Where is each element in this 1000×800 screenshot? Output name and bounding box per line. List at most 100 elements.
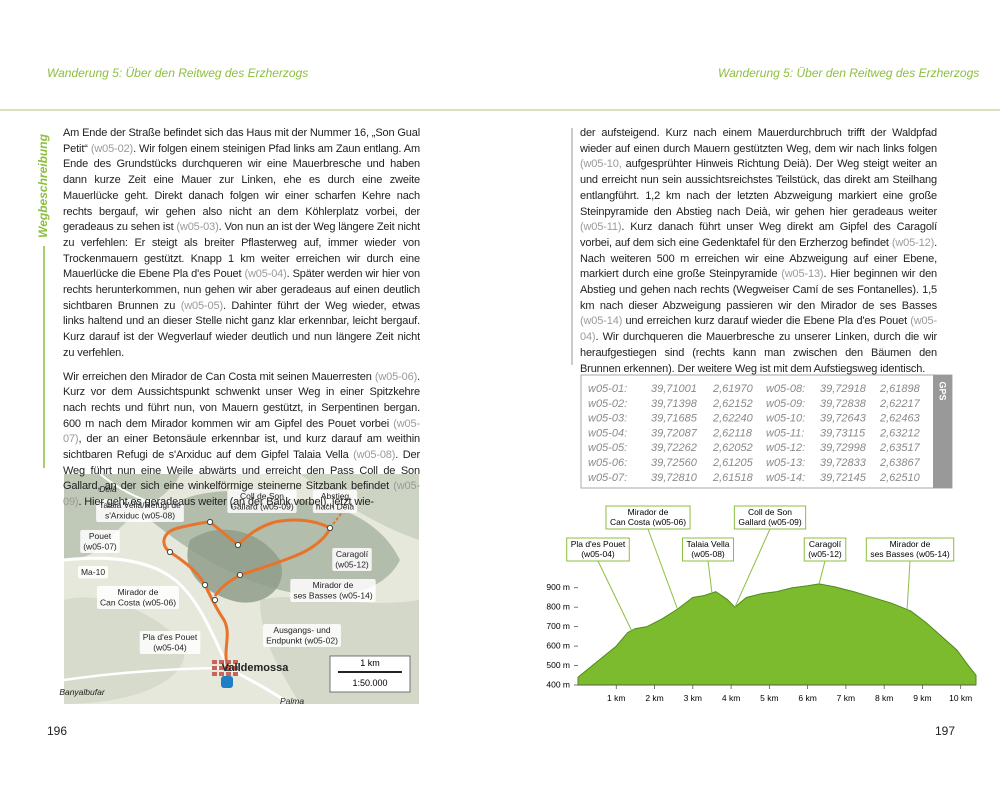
text-run: . Dahinter führt der Weg wieder, etwas l… [63, 299, 420, 359]
x-tick-label: 1 km [607, 693, 625, 703]
gps-cell: w05-10: [766, 413, 805, 425]
waypoint-marker [166, 548, 174, 556]
x-tick-label: 6 km [798, 693, 816, 703]
text-run: der aufsteigend. Kurz nach einem Mauerdu… [580, 127, 937, 155]
terrain [64, 597, 185, 704]
gps-cell: 2,61898 [879, 383, 921, 395]
annotation-line: Gallard (w05-09) [738, 517, 801, 527]
y-tick-label: 600 m [546, 640, 570, 650]
x-tick-label: 8 km [875, 693, 893, 703]
map-label: Caragolí(w05-12) [332, 548, 372, 571]
gps-cell: 2,62152 [712, 398, 753, 410]
gps-cell: 2,62240 [712, 413, 754, 425]
annotation-line: (w05-04) [581, 549, 615, 559]
map-label: Talaia Vella/Refugi des'Arxiduc (w05-08) [96, 499, 184, 522]
gps-cell: w05-02: [588, 398, 627, 410]
gps-cell: w05-06: [588, 457, 627, 469]
annotation-line: (w05-12) [808, 549, 842, 559]
annotation-leader [906, 560, 911, 610]
gps-cell: 39,72643 [820, 413, 867, 425]
profile-annotation: Talaia Vella(w05-08) [681, 537, 735, 593]
side-label: Wegbeschreibung [36, 133, 50, 237]
waypoint-ref: (w05-03) [176, 221, 219, 234]
town-block [226, 666, 231, 670]
gps-tab [933, 375, 952, 488]
map-label-line: Ma-10 [81, 567, 105, 577]
waypoint-marker [201, 581, 209, 589]
gps-cell: 39,73115 [820, 427, 866, 439]
gps-cell: 39,72810 [651, 472, 698, 484]
text-run: . Hier beginnen wir den Abstieg und gehe… [580, 268, 938, 312]
gps-cell: 39,72838 [820, 398, 867, 410]
scale-box [329, 655, 411, 693]
gps-cell: 39,71398 [651, 398, 698, 410]
map-label-bg [77, 566, 109, 579]
gps-cell: 2,61518 [712, 472, 754, 484]
gps-cell: w05-08: [766, 383, 805, 395]
gps-cell: 2,61970 [712, 383, 754, 395]
map-label-line: Valldemossa [222, 662, 290, 674]
waypoint-ref: (w05-08) [353, 449, 396, 462]
map-label-line: Mirador de [313, 580, 354, 590]
text-run: . Der Weg führt nun eine Weile abwärts u… [63, 449, 420, 493]
elevation-area [577, 583, 977, 686]
y-tick-label: 800 m [546, 601, 570, 611]
annotation-leader [734, 528, 771, 608]
map-label-line: Abstieg [321, 491, 350, 501]
text-run: und erreichen kurz darauf wieder die Ebe… [622, 315, 911, 328]
gps-cell: 39,71001 [651, 383, 697, 395]
waypoint-ref: (w05-14) [580, 315, 623, 328]
terrain [187, 529, 282, 603]
gps-label: GPS [938, 381, 948, 400]
text-run: Am Ende der Straße befindet sich das Hau… [63, 127, 420, 155]
gps-cell: w05-13: [766, 457, 805, 469]
x-tick-label: 9 km [913, 693, 931, 703]
x-tick-label: 4 km [722, 693, 740, 703]
y-tick-label: 400 m [546, 679, 570, 689]
text-run: Wir erreichen den Mirador de Can Costa m… [63, 370, 375, 383]
map-label-bg [263, 624, 341, 647]
waypoint-marker [211, 596, 219, 604]
running-head: Wanderung 5: Über den Reitweg des Erzher… [47, 66, 309, 80]
gps-cell: 39,72918 [820, 383, 867, 395]
waypoint-marker [206, 518, 214, 526]
x-tick-label: 10 km [949, 693, 972, 703]
map-label-line: Ausgangs- und [273, 625, 330, 635]
bus-icon [221, 676, 233, 688]
text-run: . Später werden wir hier von rechts heru… [63, 268, 420, 312]
x-tick-label: 7 km [837, 693, 855, 703]
annotation-line: Mirador de [628, 507, 669, 517]
town-block [212, 672, 217, 676]
map-label-line: Talaia Vella/Refugi de [99, 500, 181, 510]
text-run: aufgesprühter Hinweis Richtung Deià). De… [580, 158, 937, 218]
town-block [233, 672, 238, 676]
waypoint-marker [234, 541, 242, 549]
map-label: Ma-10 [77, 566, 109, 579]
map-label: Valldemossa [222, 662, 290, 674]
waypoint-ref: (w05-05) [180, 299, 223, 312]
map-label-line: s'Arxiduc (w05-08) [105, 511, 175, 521]
waypoint-ref: (w05-09) [63, 480, 420, 509]
map-label-bg [290, 579, 376, 602]
town-block [219, 672, 224, 676]
gps-cell: 2,62118 [712, 427, 753, 439]
gps-cell: w05-12: [766, 442, 805, 454]
map-label-line: Pla d'es Pouet [143, 632, 198, 642]
annotation-leader [647, 528, 678, 610]
town-block [212, 660, 217, 664]
map-label-line: (w05-12) [335, 560, 369, 570]
waypoint-marker [326, 524, 334, 532]
gps-cell: w05-05: [588, 442, 627, 454]
annotation-line: (w05-08) [691, 549, 725, 559]
gps-box [580, 374, 953, 489]
map-label-line: Banyalbufar [59, 687, 106, 697]
town-block [219, 666, 224, 670]
town-block [226, 660, 231, 664]
map-label-line: (w05-07) [83, 542, 117, 552]
profile-annotation: Caragolí(w05-12) [803, 537, 847, 584]
